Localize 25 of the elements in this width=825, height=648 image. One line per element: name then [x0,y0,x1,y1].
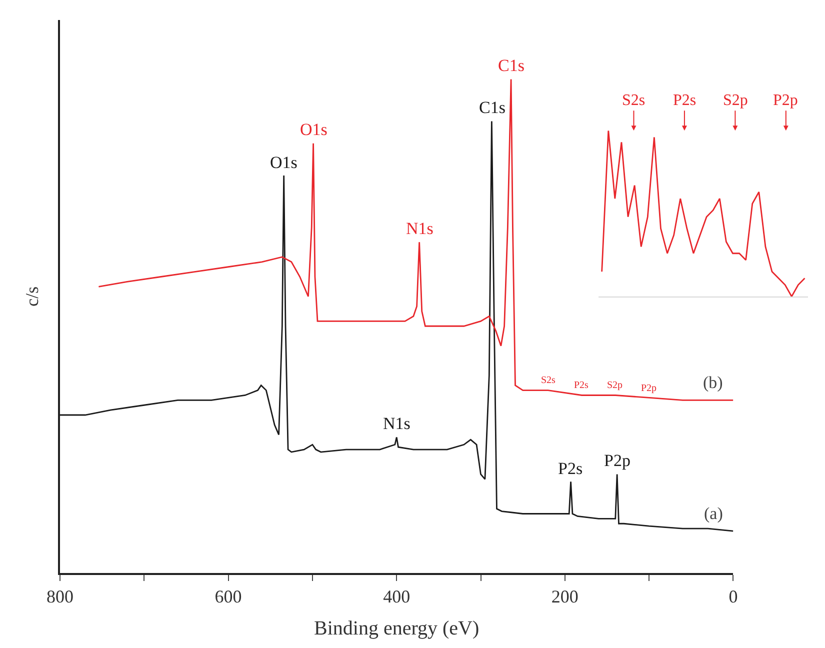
x-tick-label: 0 [728,586,738,606]
x-tick-label: 600 [214,586,242,606]
x-tick-label: 400 [383,586,410,606]
annotation: S2p [607,380,623,391]
annotation: N1s [406,219,434,238]
annotation: S2s [541,375,556,386]
annotation: O1s [270,153,298,172]
annotation: P2p [604,451,630,470]
text: P2p [773,92,798,109]
x-tick-label: 200 [551,586,578,606]
annotation: (b) [703,373,723,392]
y-axis-title: c/s [22,286,42,306]
annotation: C1s [498,56,524,75]
x-tick-label: 800 [46,586,74,606]
annotation: S2p [723,92,748,109]
annotation: N1s [383,414,410,433]
annotation: P2s [673,92,696,109]
annotation: P2s [574,380,589,391]
x-axis-title: Binding energy (eV) [314,617,480,640]
annotation: C1s [479,98,506,117]
annotation: P2p [641,383,657,394]
annotation: O1s [300,120,328,139]
annotation: (a) [704,504,723,523]
annotation: S2s [622,92,646,109]
annotation: P2s [558,459,583,478]
